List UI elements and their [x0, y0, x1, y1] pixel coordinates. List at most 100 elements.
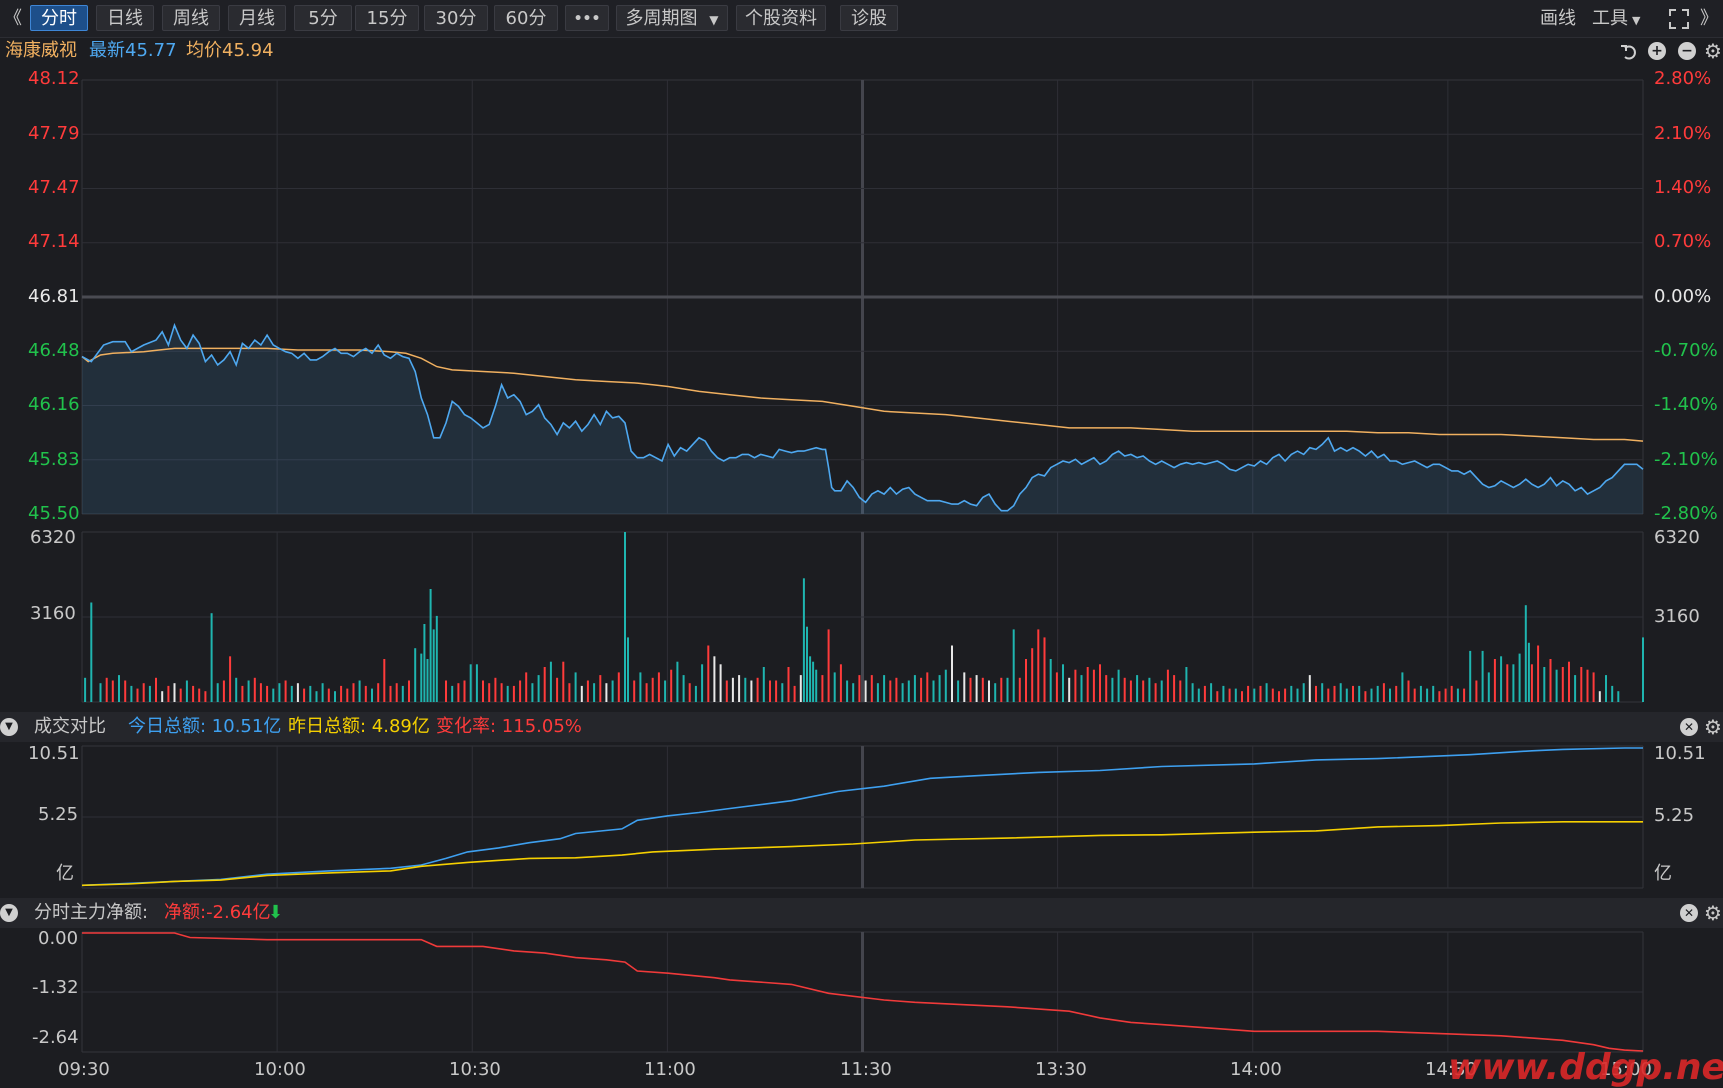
volume-bar [1105, 675, 1108, 702]
volume-max-label: 6320 [30, 527, 76, 548]
net-flow-line [82, 932, 1644, 1052]
price-tick: 46.48 [28, 340, 80, 361]
time-tick: 14:30 [1425, 1059, 1477, 1080]
volume-bar [1222, 685, 1225, 702]
volume-bar [432, 629, 435, 702]
volume-bar [1327, 688, 1330, 702]
volume-bar [1395, 685, 1398, 702]
volume-bar [1382, 683, 1385, 702]
volume-bar [519, 680, 522, 702]
volume-bar [593, 683, 596, 702]
volume-bar [1352, 685, 1354, 702]
fullscreen-icon[interactable] [1668, 8, 1690, 30]
undo-icon[interactable] [1620, 42, 1640, 62]
tab-intraday[interactable]: 分时 [30, 5, 88, 31]
zoom-in-icon[interactable]: + [1648, 42, 1666, 60]
volume-bar [870, 675, 873, 702]
volume-bar [309, 685, 312, 702]
volume-bar [688, 683, 691, 702]
volume-bar [1210, 683, 1213, 702]
volume-bar [1253, 688, 1256, 702]
close-panel-icon[interactable]: ✕ [1680, 904, 1698, 922]
volume-bar [1592, 672, 1595, 702]
tab-monthly[interactable]: 月线 [228, 5, 286, 31]
volume-bar [744, 677, 747, 702]
volume-bar [889, 680, 892, 702]
volume-bar [852, 683, 855, 702]
volume-bar [568, 683, 571, 702]
volume-bar [253, 677, 256, 702]
tab-weekly[interactable]: 周线 [162, 5, 220, 31]
tab-30min[interactable]: 30分 [424, 5, 488, 31]
volume-bar [389, 685, 392, 702]
settings-gear-icon[interactable]: ⚙ [1704, 39, 1722, 63]
more-periods-button[interactable]: ••• [565, 5, 609, 31]
volume-bar [605, 683, 608, 702]
volume-bar [562, 661, 565, 702]
volume-bar [334, 691, 336, 702]
volume-bar [1450, 685, 1453, 702]
volume-bar [738, 675, 741, 702]
collapse-panel-icon[interactable]: ▼ [0, 904, 18, 922]
chevron-down-icon: ▼ [709, 13, 719, 27]
volume-bar [806, 626, 808, 702]
turnover-tick: 10.51 [1654, 743, 1706, 764]
zoom-out-icon[interactable]: − [1678, 42, 1696, 60]
volume-bar [1527, 642, 1530, 702]
close-panel-icon[interactable]: ✕ [1680, 718, 1698, 736]
volume-bar [858, 675, 861, 702]
percent-tick: -2.80% [1654, 503, 1718, 524]
turnover-tick: 10.51 [28, 743, 80, 764]
volume-bar [1549, 659, 1552, 702]
volume-bar [1247, 685, 1250, 702]
volume-bar [488, 683, 491, 702]
tab-daily[interactable]: 日线 [96, 5, 154, 31]
volume-bar [1500, 656, 1503, 702]
settings-gear-icon[interactable]: ⚙ [1704, 901, 1722, 925]
percent-tick: -1.40% [1654, 394, 1718, 415]
diagnose-button[interactable]: 诊股 [840, 5, 898, 31]
volume-bar [975, 675, 978, 702]
turnover-title: 成交对比 [34, 716, 106, 737]
price-tick: 47.47 [28, 177, 80, 198]
volume-bar [682, 675, 685, 702]
volume-bar [1284, 688, 1287, 702]
volume-bar [1142, 680, 1145, 702]
settings-gear-icon[interactable]: ⚙ [1704, 715, 1722, 739]
volume-bar [272, 688, 275, 702]
tab-5min[interactable]: 5分 [294, 5, 352, 31]
volume-bar [148, 685, 151, 702]
volume-bar [173, 683, 176, 702]
tab-60min[interactable]: 60分 [494, 5, 558, 31]
volume-bar [1166, 669, 1169, 702]
volume-bar [482, 680, 484, 702]
change-rate: 变化率: 115.05% [436, 716, 582, 737]
price-tick: 46.16 [28, 394, 80, 415]
multi-period-dropdown[interactable]: 多周期图 ▼ [616, 5, 728, 31]
collapse-right-icon[interactable]: 》 [1700, 8, 1718, 29]
tools-dropdown[interactable]: 工具 ▼ [1592, 6, 1640, 32]
volume-bar [815, 669, 818, 702]
volume-bar [651, 677, 654, 702]
latest-price: 最新45.77 [89, 40, 177, 61]
draw-line-button[interactable]: 画线 [1540, 8, 1576, 29]
collapse-left-icon[interactable]: 《 [4, 8, 22, 29]
volume-bar [469, 664, 472, 702]
volume-bar [327, 688, 330, 702]
collapse-panel-icon[interactable]: ▼ [0, 718, 18, 736]
volume-bar [1617, 691, 1620, 702]
volume-bar [136, 688, 139, 702]
volume-bar [1438, 691, 1441, 702]
volume-bar [155, 677, 157, 702]
percent-tick: 0.70% [1654, 231, 1712, 252]
volume-bar [756, 677, 759, 702]
volume-bar [290, 685, 293, 702]
stock-info-button[interactable]: 个股资料 [736, 5, 826, 31]
price-tick: 46.81 [28, 286, 80, 307]
tab-15min[interactable]: 15分 [355, 5, 419, 31]
volume-bar [1598, 691, 1601, 702]
volume-bar [701, 664, 704, 702]
volume-bar [423, 624, 426, 702]
volume-bar [969, 677, 972, 702]
volume-bar [303, 688, 306, 702]
